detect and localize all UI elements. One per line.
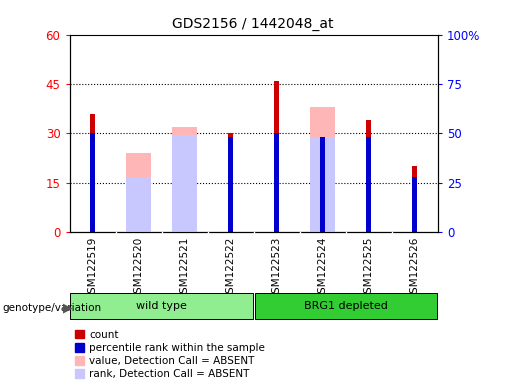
Bar — [320, 137, 325, 232]
Bar — [310, 107, 335, 232]
FancyBboxPatch shape — [71, 293, 253, 319]
Text: GDS2156 / 1442048_at: GDS2156 / 1442048_at — [171, 17, 333, 31]
Text: GSM122519: GSM122519 — [88, 237, 97, 300]
Bar — [90, 114, 95, 232]
Bar — [366, 137, 371, 232]
Text: GSM122520: GSM122520 — [133, 237, 144, 300]
Bar — [126, 177, 151, 232]
Text: GSM122521: GSM122521 — [180, 237, 190, 300]
Bar — [366, 120, 371, 232]
Bar — [274, 134, 279, 232]
Text: GSM122526: GSM122526 — [410, 237, 420, 300]
Text: GSM122524: GSM122524 — [318, 237, 328, 300]
Bar — [228, 137, 233, 232]
Bar — [172, 136, 197, 232]
Text: GSM122523: GSM122523 — [271, 237, 282, 300]
Text: GSM122522: GSM122522 — [226, 237, 236, 300]
FancyBboxPatch shape — [254, 293, 437, 319]
Bar — [310, 137, 335, 232]
Bar — [228, 134, 233, 232]
Text: wild type: wild type — [136, 301, 187, 311]
Bar — [90, 134, 95, 232]
Bar — [274, 81, 280, 232]
Legend: count, percentile rank within the sample, value, Detection Call = ABSENT, rank, : count, percentile rank within the sample… — [75, 330, 265, 379]
Text: ▶: ▶ — [63, 302, 73, 315]
Bar — [172, 127, 197, 232]
Bar — [412, 166, 418, 232]
Bar — [413, 177, 417, 232]
Bar — [126, 153, 151, 232]
Text: BRG1 depleted: BRG1 depleted — [304, 301, 388, 311]
Text: genotype/variation: genotype/variation — [3, 303, 101, 313]
Text: GSM122525: GSM122525 — [364, 237, 374, 300]
